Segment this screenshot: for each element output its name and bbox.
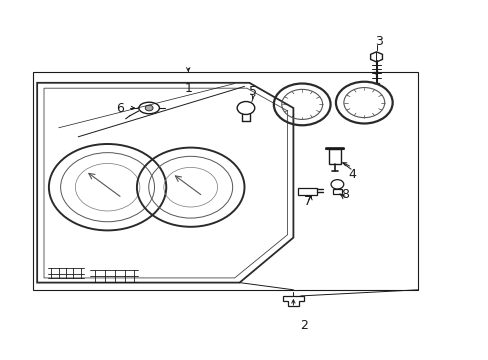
Text: 2: 2: [300, 319, 307, 332]
Text: 6: 6: [116, 102, 123, 114]
Text: 1: 1: [184, 82, 192, 95]
Bar: [298, 188, 316, 195]
Bar: [328, 149, 340, 164]
Text: 5: 5: [249, 85, 257, 98]
Text: 3: 3: [374, 35, 382, 48]
Text: 4: 4: [347, 168, 355, 181]
Bar: [332, 189, 342, 194]
Bar: [33, 72, 417, 290]
Text: 8: 8: [340, 188, 348, 201]
Circle shape: [145, 105, 153, 111]
Text: 7: 7: [304, 195, 311, 208]
